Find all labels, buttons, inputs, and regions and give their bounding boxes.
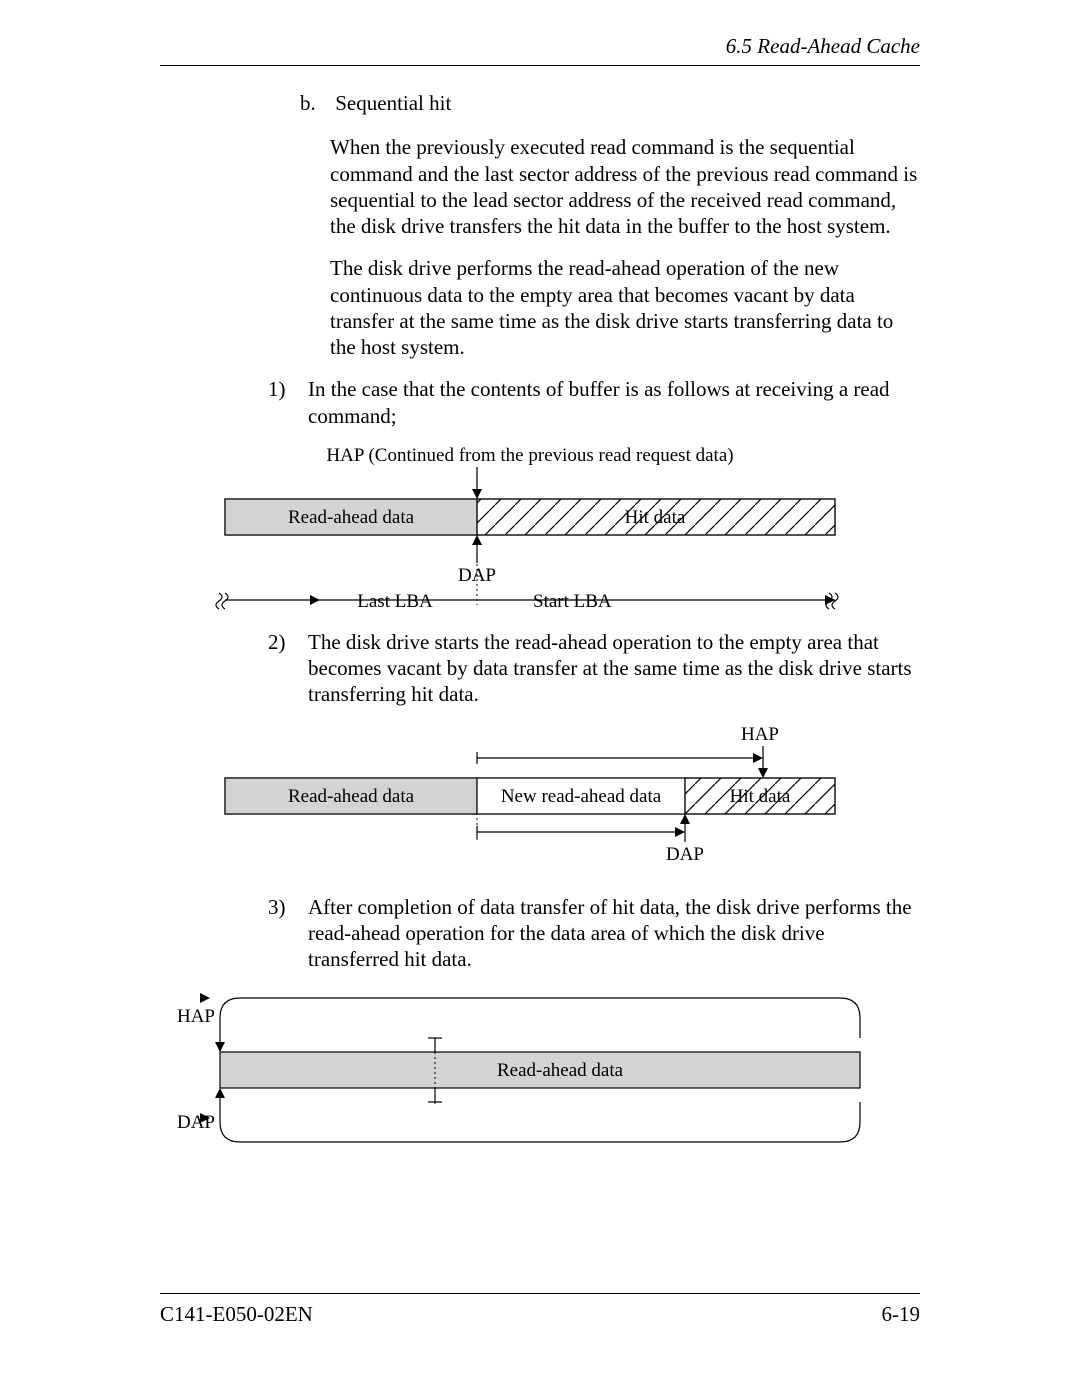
d1-dap: DAP <box>458 565 496 586</box>
d1-caption: HAP (Continued from the previous read re… <box>326 445 733 466</box>
footer-right: 6-19 <box>882 1302 921 1327</box>
diagram-3: HAP Read-ahead data DAP <box>160 988 880 1148</box>
d1-start-lba: Start LBA <box>533 591 612 612</box>
item-2-num: 2) <box>268 629 308 708</box>
d2-dap: DAP <box>666 844 704 865</box>
content-area: b. Sequential hit When the previously ex… <box>160 90 920 1148</box>
d1-seg-left: Read-ahead data <box>288 507 415 528</box>
page-header: 6.5 Read-Ahead Cache <box>160 34 920 66</box>
d2-seg-mid: New read-ahead data <box>501 786 662 807</box>
item-1-text: In the case that the contents of buffer … <box>308 376 920 429</box>
d3-label: Read-ahead data <box>497 1060 624 1081</box>
section-b-marker: b. <box>300 90 330 116</box>
diagram-2: HAP Read-ahead data New read-ahead data … <box>215 724 845 874</box>
page: 6.5 Read-Ahead Cache b. Sequential hit W… <box>0 0 1080 1397</box>
d2-seg-left: Read-ahead data <box>288 786 415 807</box>
diagram-1: HAP (Continued from the previous read re… <box>215 445 845 615</box>
footer-left: C141-E050-02EN <box>160 1302 313 1327</box>
d2-seg-right: Hit data <box>730 786 791 807</box>
item-2-text: The disk drive starts the read-ahead ope… <box>308 629 920 708</box>
diagram-3-svg: HAP Read-ahead data DAP <box>160 988 880 1148</box>
item-1-num: 1) <box>268 376 308 429</box>
d1-last-lba: Last LBA <box>357 591 433 612</box>
item-3-text: After completion of data transfer of hit… <box>308 894 920 973</box>
diagram-1-svg: HAP (Continued from the previous read re… <box>215 445 845 615</box>
item-3-num: 3) <box>268 894 308 973</box>
item-1: 1) In the case that the contents of buff… <box>268 376 920 429</box>
d3-hap: HAP <box>177 1006 215 1027</box>
section-b-title: Sequential hit <box>335 91 451 115</box>
item-3: 3) After completion of data transfer of … <box>268 894 920 973</box>
item-2: 2) The disk drive starts the read-ahead … <box>268 629 920 708</box>
d3-dap: DAP <box>177 1112 215 1133</box>
diagram-2-svg: HAP Read-ahead data New read-ahead data … <box>215 724 845 874</box>
d1-seg-right: Hit data <box>625 507 686 528</box>
page-footer: C141-E050-02EN 6-19 <box>160 1293 920 1327</box>
d2-hap: HAP <box>741 724 779 745</box>
header-text: 6.5 Read-Ahead Cache <box>726 34 920 58</box>
para-b1: When the previously executed read comman… <box>330 134 920 239</box>
para-b2: The disk drive performs the read-ahead o… <box>330 255 920 360</box>
section-b-heading: b. Sequential hit <box>300 90 920 116</box>
